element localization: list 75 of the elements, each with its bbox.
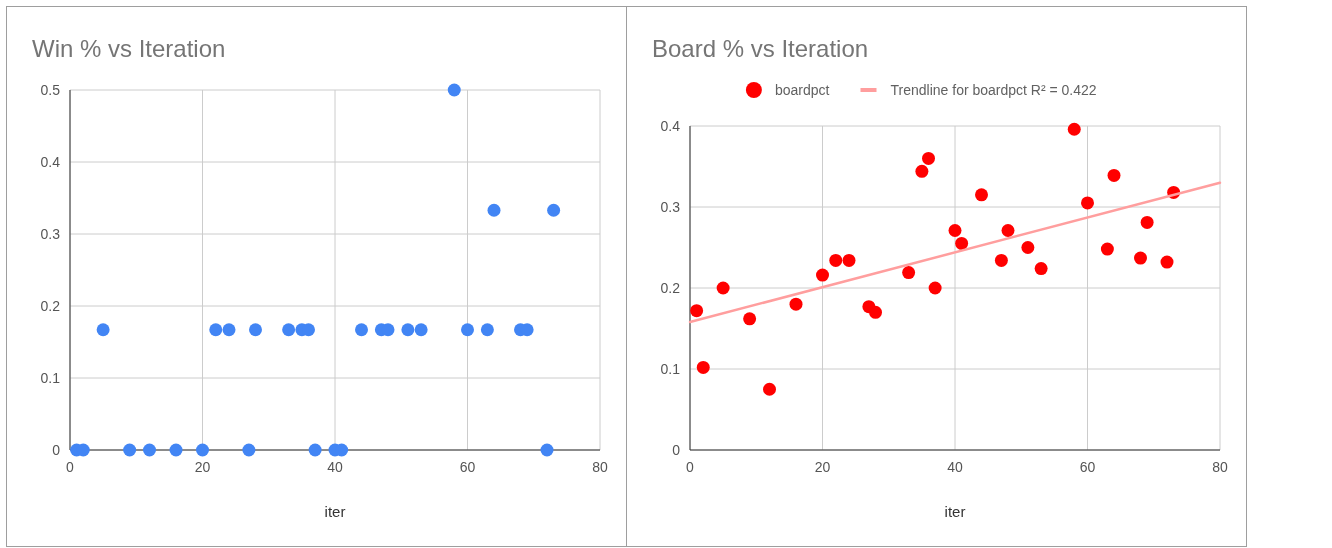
point: [1140, 215, 1154, 229]
x-tick-label: 0: [66, 459, 75, 475]
point: [994, 253, 1008, 267]
x-tick-label: 40: [327, 459, 343, 475]
point: [975, 188, 988, 202]
legend-label: boardpct: [774, 82, 830, 98]
point: [816, 268, 829, 282]
point: [143, 443, 156, 457]
x-tick-label: 20: [194, 459, 211, 475]
y-tick-label: 0: [672, 442, 681, 458]
point: [690, 304, 704, 318]
point: [869, 305, 882, 319]
y-tick-label: 0.1: [40, 370, 61, 386]
point: [789, 297, 803, 311]
point: [1134, 251, 1147, 265]
point: [1107, 168, 1121, 182]
point: [209, 323, 223, 337]
chart-title: Board % vs Iteration: [652, 35, 869, 62]
point: [447, 83, 461, 97]
y-tick-label: 0.1: [660, 361, 681, 377]
point: [1034, 262, 1048, 276]
point: [1021, 241, 1035, 254]
x-axis-title: iter: [944, 503, 966, 520]
point: [716, 281, 730, 295]
point: [196, 443, 209, 457]
point: [842, 253, 856, 267]
point: [414, 323, 428, 337]
y-tick-label: 0.2: [660, 280, 681, 296]
legend-label: Trendline for boardpct R² = 0.422: [890, 82, 1097, 98]
x-tick-label: 80: [592, 459, 608, 475]
point: [461, 323, 474, 337]
point: [928, 281, 942, 295]
point: [696, 360, 710, 374]
point: [540, 443, 554, 457]
x-tick-label: 80: [1212, 459, 1228, 475]
point: [355, 323, 368, 337]
y-tick-label: 0: [52, 442, 61, 458]
point: [955, 236, 969, 250]
point: [829, 253, 843, 267]
point: [1001, 223, 1015, 237]
y-tick-label: 0.4: [660, 118, 681, 134]
y-tick-label: 0.5: [40, 82, 61, 98]
point: [763, 382, 776, 396]
point: [282, 323, 296, 337]
x-tick-label: 60: [459, 459, 476, 475]
point: [915, 164, 929, 178]
point: [1081, 196, 1094, 210]
chart-title: Win % vs Iteration: [32, 35, 226, 62]
point: [1160, 255, 1174, 269]
point: [902, 266, 916, 280]
point: [308, 443, 322, 457]
point: [743, 312, 757, 326]
point: [1067, 122, 1081, 136]
point: [922, 151, 935, 165]
y-tick-label: 0.4: [40, 154, 61, 170]
x-axis-title: iter: [324, 503, 346, 520]
x-tick-label: 0: [686, 459, 695, 475]
point: [487, 203, 501, 217]
x-tick-label: 60: [1079, 459, 1096, 475]
point: [249, 323, 262, 337]
y-tick-label: 0.3: [40, 226, 61, 242]
point: [123, 443, 137, 457]
y-tick-label: 0.3: [660, 199, 681, 215]
point: [480, 323, 494, 337]
point: [948, 223, 962, 237]
point: [96, 323, 110, 337]
x-tick-label: 20: [814, 459, 831, 475]
x-tick-label: 40: [947, 459, 963, 475]
point: [1100, 242, 1114, 256]
point: [169, 443, 183, 457]
point: [547, 203, 561, 217]
point: [401, 323, 415, 337]
y-tick-label: 0.2: [40, 298, 61, 314]
point: [222, 323, 236, 337]
point: [242, 443, 256, 457]
